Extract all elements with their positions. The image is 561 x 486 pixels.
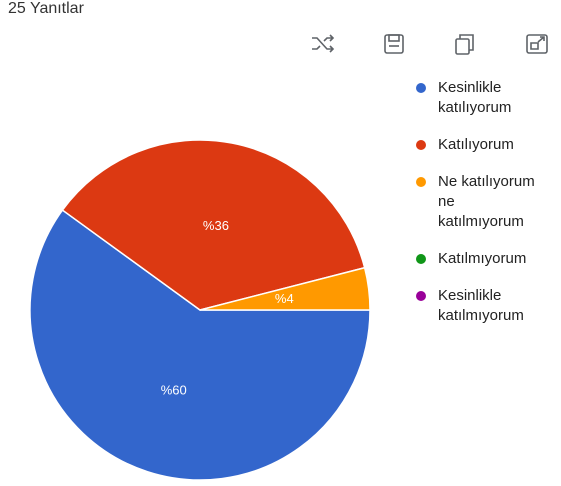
legend-label: Ne katılıyorum ne katılmıyorum (438, 173, 535, 230)
slice-label: %4 (275, 291, 294, 306)
subtitle: 25 Yanıtlar (8, 0, 84, 17)
copy-icon[interactable] (455, 34, 474, 55)
legend-swatch (416, 83, 426, 93)
slice-label: %36 (203, 218, 229, 233)
legend-label: Kesinlikle katılıyorum (438, 79, 512, 116)
pie-slice (61, 139, 366, 311)
pie-slice (199, 266, 371, 311)
legend-swatch (416, 177, 426, 187)
legend-swatch (416, 291, 426, 301)
expand-icon[interactable] (526, 34, 548, 54)
legend-item: Katılıyorum (412, 135, 552, 155)
legend-item: Ne katılıyorum ne katılmıyorum (412, 172, 552, 232)
pie-slice (29, 209, 371, 481)
slice-label: %60 (161, 382, 187, 397)
legend-label: Katılıyorum (438, 136, 514, 153)
legend-swatch (416, 254, 426, 264)
legend-item: Katılmıyorum (412, 249, 552, 269)
legend-label: Kesinlikle katılmıyorum (438, 287, 524, 324)
save-icon[interactable] (384, 34, 404, 54)
legend-item: Kesinlikle katılmıyorum (412, 286, 552, 326)
shuffle-icon[interactable] (312, 34, 335, 53)
legend-item: Kesinlikle katılıyorum (412, 78, 552, 118)
toolbar (312, 34, 548, 55)
legend-swatch (416, 140, 426, 150)
legend-label: Katılmıyorum (438, 250, 527, 267)
pie: %60 %36 %4 (29, 139, 371, 481)
legend: Kesinlikle katılıyorum Katılıyorum Ne katı… (412, 78, 552, 343)
